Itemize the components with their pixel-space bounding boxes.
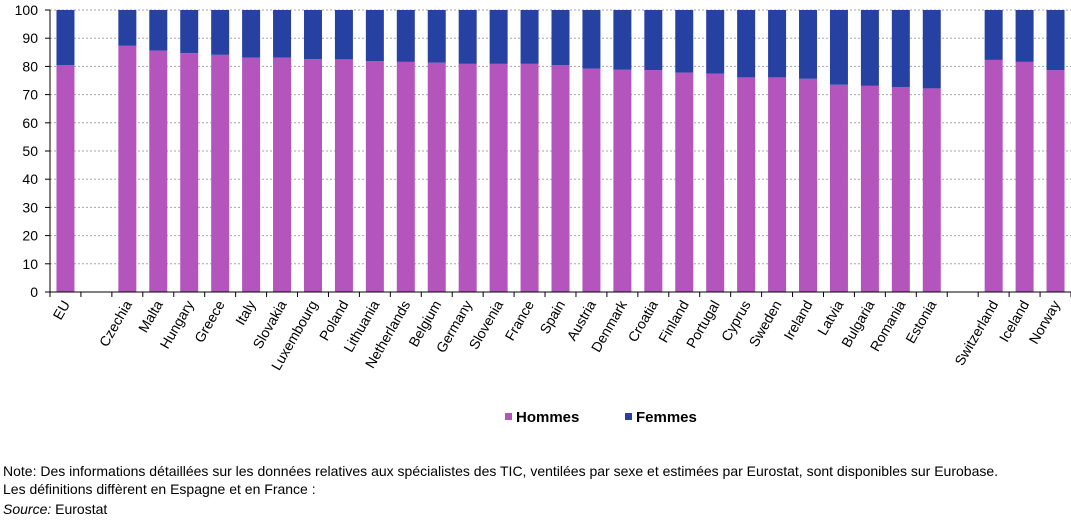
source-label: Source: — [3, 501, 52, 517]
bar-hommes — [860, 85, 879, 292]
source-value: Eurostat — [51, 501, 108, 517]
bar-femmes — [458, 10, 477, 64]
legend-swatch-hommes — [505, 413, 512, 420]
y-tick-label: 10 — [22, 256, 38, 272]
x-tick-label: Switzerland — [951, 298, 1001, 369]
bar-hommes — [273, 57, 292, 292]
bar-femmes — [1015, 10, 1034, 62]
y-tick-label: 30 — [22, 199, 38, 215]
bar-femmes — [984, 10, 1003, 60]
bar-hommes — [303, 59, 322, 293]
x-tick-label: EU — [49, 298, 73, 323]
bar-hommes — [489, 63, 508, 292]
bar-femmes — [829, 10, 848, 85]
y-tick-label: 60 — [22, 115, 38, 131]
source-line: Source: Eurostat — [3, 500, 107, 518]
legend-label-femmes: Femmes — [636, 409, 697, 426]
bar-femmes — [427, 10, 446, 63]
legend-label-hommes: Hommes — [516, 409, 579, 426]
bar-hommes — [1046, 70, 1065, 292]
bar-femmes — [582, 10, 601, 69]
bar-femmes — [551, 10, 570, 66]
bar-femmes — [768, 10, 787, 78]
x-tick-label: France — [502, 297, 538, 343]
bar-hommes — [829, 84, 848, 292]
x-tick-label: Malta — [135, 297, 166, 335]
bar-femmes — [365, 10, 384, 62]
x-tick-label: Czechia — [96, 297, 135, 349]
bar-hommes — [1015, 61, 1034, 292]
y-tick-label: 80 — [22, 58, 38, 74]
bar-femmes — [149, 10, 168, 51]
x-tick-label: Estonia — [902, 297, 939, 346]
bar-hommes — [396, 61, 415, 292]
bar-femmes — [520, 10, 539, 64]
note-text: Note: Des informations détaillées sur le… — [3, 463, 999, 497]
bar-femmes — [273, 10, 292, 58]
y-tick-label: 20 — [22, 228, 38, 244]
bar-hommes — [984, 59, 1003, 292]
bar-femmes — [56, 10, 75, 65]
bar-hommes — [365, 61, 384, 293]
bar-femmes — [675, 10, 694, 73]
bar-hommes — [768, 77, 787, 292]
bar-hommes — [56, 64, 75, 293]
bar-femmes — [799, 10, 818, 79]
x-tick-label: Greece — [191, 297, 228, 345]
legend: Hommes Femmes — [505, 409, 697, 426]
x-tick-label: Ireland — [780, 298, 815, 343]
y-tick-label: 90 — [22, 30, 38, 46]
bar-femmes — [118, 10, 137, 46]
legend-swatch-femmes — [625, 413, 632, 420]
x-tick-label: Italy — [232, 298, 259, 328]
bar-femmes — [644, 10, 663, 71]
bar-femmes — [922, 10, 941, 89]
bar-hommes — [149, 50, 168, 292]
bar-hommes — [737, 77, 756, 292]
bar-hommes — [644, 70, 663, 292]
bar-hommes — [706, 73, 725, 293]
y-tick-label: 70 — [22, 87, 38, 103]
bar-femmes — [211, 10, 230, 55]
bar-hommes — [799, 78, 818, 292]
bar-hommes — [551, 65, 570, 292]
bar-femmes — [613, 10, 632, 70]
bar-hommes — [613, 69, 632, 292]
x-tick-label: Norway — [1026, 298, 1064, 347]
bar-femmes — [860, 10, 879, 86]
bar-femmes — [303, 10, 322, 60]
bar-hommes — [118, 45, 137, 293]
x-tick-label: Latvia — [814, 297, 847, 338]
bar-hommes — [180, 53, 199, 293]
bar-hommes — [242, 57, 261, 292]
y-tick-label: 40 — [22, 171, 38, 187]
bar-femmes — [706, 10, 725, 74]
bar-hommes — [427, 62, 446, 292]
bar-femmes — [180, 10, 199, 54]
x-tick-label: Spain — [536, 298, 568, 337]
bar-hommes — [891, 86, 910, 293]
bar-hommes — [211, 54, 230, 293]
bars — [56, 10, 1065, 293]
bar-hommes — [675, 72, 694, 292]
bar-hommes — [922, 88, 941, 293]
bar-femmes — [737, 10, 756, 78]
bar-femmes — [891, 10, 910, 87]
bar-hommes — [582, 68, 601, 292]
bar-hommes — [458, 63, 477, 292]
bar-femmes — [334, 10, 353, 60]
bar-femmes — [242, 10, 261, 58]
bar-hommes — [520, 63, 539, 292]
bar-femmes — [396, 10, 415, 62]
y-tick-label: 100 — [15, 2, 39, 18]
bar-femmes — [1046, 10, 1065, 71]
bar-hommes — [334, 59, 353, 292]
bar-femmes — [489, 10, 508, 64]
y-axis: 0 10 20 30 40 50 60 70 80 90 100 — [15, 2, 51, 300]
y-tick-label: 0 — [30, 284, 38, 300]
y-tick-label: 50 — [22, 143, 38, 159]
